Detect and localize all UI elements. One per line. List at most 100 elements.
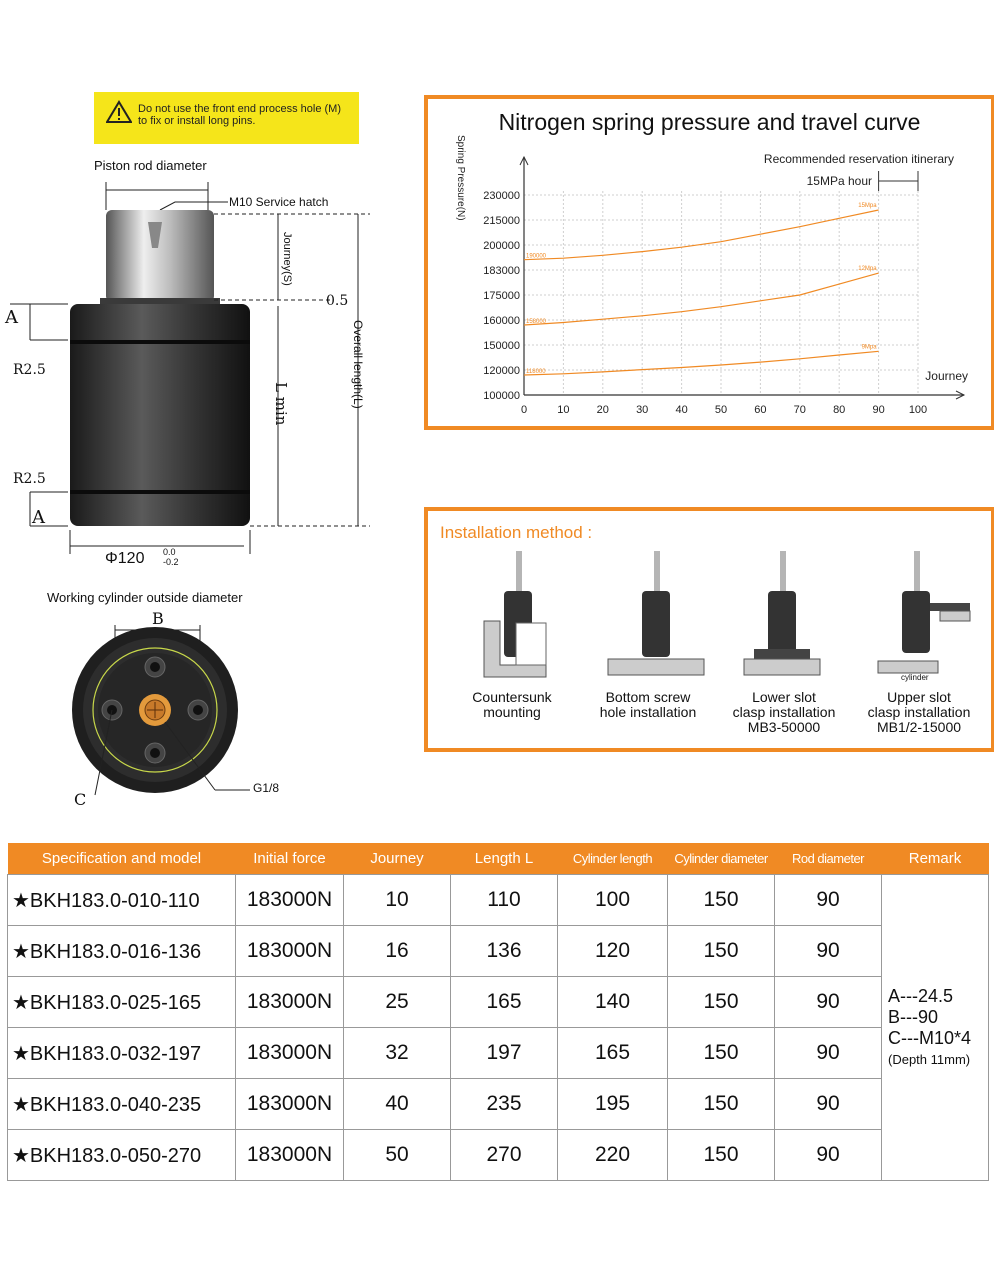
cell-journey: 16 [343,925,451,977]
cell-force: 183000N [235,874,344,926]
cell-journey: 32 [343,1027,451,1079]
tolerance: 0.0 -0.2 [163,547,179,567]
table-header-row: Specification and model Initial force Jo… [7,843,989,875]
dim-b-label: B [152,609,164,628]
x-tick-label: 70 [794,404,806,416]
countersunk-illustration [483,551,547,678]
series-line [523,209,879,261]
cell-rod-diameter: 90 [774,1078,882,1130]
cell-journey: 50 [343,1129,451,1181]
series-start-label: 118000 [526,369,546,375]
table-row: ★BKH183.0-040-235 183000N 40 235 195 150 90 [7,1078,989,1130]
x-tick-label: 0 [521,404,527,416]
cell-cyl-diameter: 150 [667,976,775,1028]
x-tick-label: 100 [909,404,927,416]
cell-cyl-length: 195 [557,1078,668,1130]
series-start-label: 158000 [526,319,547,325]
cell-cyl-length: 220 [557,1129,668,1181]
dim-a-top: A [5,307,18,328]
cell-length: 197 [450,1027,558,1079]
warning-icon [106,100,132,123]
cell-cyl-length: 100 [557,874,668,926]
g18-label: G1/8 [253,781,280,795]
diameter-label: Φ120 [105,550,145,567]
y-tick-label: 230000 [483,190,520,202]
series-end-label: 15Mpa [858,203,877,209]
dim-a-bottom: A [32,507,45,528]
bottom-screw-illustration [607,551,705,676]
offset-label: 0.5 [326,293,349,309]
cell-model: ★BKH183.0-032-197 [7,1027,236,1079]
method-3-line-3: MB3-50000 [747,719,821,735]
dim-c-label: C [74,790,87,809]
remark-b: B---90 [888,1006,939,1027]
chart-title: Nitrogen spring pressure and travel curv… [498,109,921,135]
cell-length: 136 [450,925,558,977]
y-axis-arrow [519,155,529,166]
x-tick-label: 30 [636,404,648,416]
table-row: ★BKH183.0-032-197 183000N 32 197 165 150 90 [7,1027,989,1079]
piston-rod-diameter-label: Piston rod diameter [94,158,207,173]
cell-cyl-length: 165 [557,1027,668,1079]
y-tick-label: 120000 [483,365,520,377]
header-spec: Specification and model [7,843,236,875]
y-axis-label: Spring Pressure(N) [455,135,466,221]
header-cyl-length: Cylinder length [557,843,668,875]
method-upper-slot: Upper slot clasp installation MB1/2-1500… [849,690,989,735]
y-tick-label: 215000 [483,215,520,227]
cell-length: 110 [450,874,558,926]
cell-rod-diameter: 90 [774,925,882,977]
hour-annotation: 15MPa hour [807,174,872,188]
table-row: ★BKH183.0-010-110 183000N 10 110 100 150 90 A--… [7,874,989,1181]
method-3-line-2: clasp installation [732,704,836,720]
cell-remark: A---24.5 B---90 C---M10*4 (Depth 11mm) [881,874,989,1181]
method-4-line-1: Upper slot [887,689,951,705]
y-tick-label: 150000 [483,340,520,352]
journey-label: Journey(S) [281,232,293,286]
cell-rod-diameter: 90 [774,874,882,926]
service-hatch-label: M10 Service hatch [229,195,329,209]
x-tick-label: 50 [715,404,727,416]
cell-rod-diameter: 90 [774,1129,882,1181]
side-view-drawing [10,182,370,554]
series-line [523,272,879,326]
cell-cyl-length: 140 [557,976,668,1028]
pressure-travel-chart: 0 10 20 30 40 50 60 70 80 90 100 100000 120000 150000… [455,135,968,416]
cell-model: ★BKH183.0-016-136 [7,925,236,977]
y-tick-label: 200000 [483,240,520,252]
cell-journey: 10 [343,874,451,926]
tol-lower: -0.2 [163,557,179,567]
cell-rod-diameter: 90 [774,1027,882,1079]
method-lower-slot: Lower slot clasp installation MB3-50000 [714,690,854,735]
table-row: ★BKH183.0-050-270 183000N 50 270 220 150 90 [7,1129,989,1181]
upper-slot-illustration [877,551,971,674]
tol-upper: 0.0 [163,547,176,557]
cell-journey: 25 [343,976,451,1028]
series-line [523,350,879,376]
cell-cyl-diameter: 150 [667,1129,775,1181]
installation-panel: Installation method : [424,507,994,752]
r-top-label: R2.5 [13,362,46,378]
cell-force: 183000N [235,1027,344,1079]
header-rod-diameter: Rod diameter [774,843,882,875]
y-tick-label: 160000 [483,315,520,327]
cell-cyl-diameter: 150 [667,925,775,977]
table-row: ★BKH183.0-025-165 183000N 25 165 140 150 90 [7,976,989,1028]
header-remark: Remark [881,843,989,875]
y-tick-label: 100000 [483,390,520,402]
warning-text: Do not use the front end process hole (M… [138,103,341,127]
cell-length: 270 [450,1129,558,1181]
reserve-annotation: Recommended reservation itinerary [764,152,954,166]
end-view-drawing [72,625,250,796]
cell-length: 235 [450,1078,558,1130]
series-end-label: 12Mpa [858,266,877,272]
cell-length: 165 [450,976,558,1028]
installation-illustrations [483,551,971,678]
header-journey: Journey [343,843,451,875]
cell-cyl-diameter: 150 [667,1078,775,1130]
method-1-line-2: mounting [483,704,541,720]
table-row: ★BKH183.0-016-136 183000N 16 136 120 150 90 [7,925,989,977]
method-4-line-3: MB1/2-15000 [876,719,962,735]
x-axis-arrow [955,390,966,400]
working-cylinder-label: Working cylinder outside diameter [47,590,243,605]
